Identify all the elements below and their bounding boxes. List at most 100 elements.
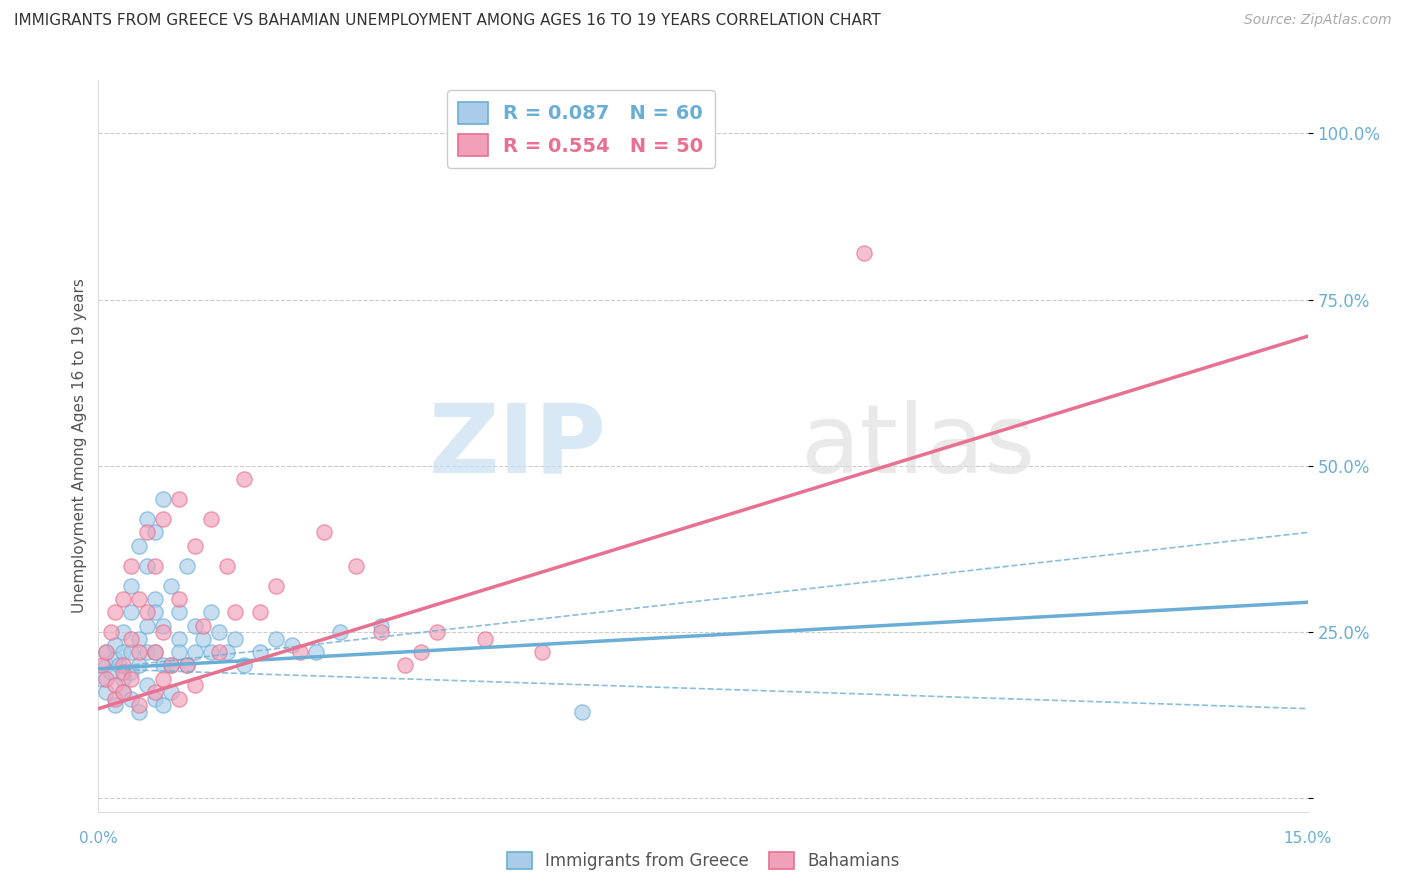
Point (152, 492, 174, 507)
Point (474, 632, 496, 646)
Point (103, 698, 125, 713)
Point (184, 678, 207, 692)
Point (167, 632, 190, 646)
Point (193, 618, 215, 632)
Point (111, 665, 134, 679)
Point (217, 645, 239, 659)
Point (571, 705, 593, 719)
Point (103, 605, 125, 619)
Point (107, 658, 129, 673)
Point (143, 691, 166, 706)
Point (120, 558, 142, 573)
Point (200, 605, 222, 619)
Point (152, 698, 174, 713)
Point (160, 579, 183, 593)
Point (96, 645, 118, 659)
Point (264, 632, 287, 646)
Point (120, 645, 142, 659)
Point (160, 658, 183, 673)
Point (193, 632, 215, 646)
Point (135, 618, 157, 632)
Point (91, 672, 114, 686)
Point (249, 605, 271, 619)
Point (103, 652, 125, 666)
Point (135, 512, 157, 526)
Point (314, 525, 336, 540)
Point (111, 685, 134, 699)
Point (143, 591, 166, 606)
Point (96, 658, 118, 673)
Point (135, 525, 157, 540)
Point (143, 645, 166, 659)
Text: IMMIGRANTS FROM GREECE VS BAHAMIAN UNEMPLOYMENT AMONG AGES 16 TO 19 YEARS CORREL: IMMIGRANTS FROM GREECE VS BAHAMIAN UNEMP… (14, 13, 880, 29)
Point (111, 591, 134, 606)
Point (128, 658, 150, 673)
Point (120, 632, 142, 646)
Point (96, 685, 118, 699)
Point (184, 539, 207, 553)
Point (143, 558, 166, 573)
Point (167, 691, 190, 706)
Point (103, 678, 125, 692)
Point (370, 618, 392, 632)
Point (128, 591, 150, 606)
Point (176, 558, 198, 573)
Point (152, 625, 174, 640)
Point (224, 632, 246, 646)
Point (184, 645, 207, 659)
Point (143, 685, 166, 699)
Point (111, 645, 134, 659)
Point (200, 512, 222, 526)
Point (143, 605, 166, 619)
Point (111, 658, 134, 673)
Point (329, 625, 352, 640)
Point (120, 605, 142, 619)
Point (530, 645, 553, 659)
Point (135, 558, 157, 573)
Point (100, 625, 122, 640)
Point (152, 618, 174, 632)
Point (128, 705, 150, 719)
Point (232, 658, 254, 673)
Point (91, 658, 114, 673)
Point (232, 472, 254, 486)
Point (224, 605, 246, 619)
Point (135, 678, 157, 692)
Point (426, 625, 449, 640)
Point (103, 639, 125, 653)
Text: atlas: atlas (800, 400, 1035, 492)
Point (394, 658, 416, 673)
Point (167, 591, 190, 606)
Point (305, 645, 328, 659)
Point (281, 639, 304, 653)
Point (409, 645, 432, 659)
Point (143, 645, 166, 659)
Point (217, 558, 239, 573)
Point (128, 539, 150, 553)
Point (120, 691, 142, 706)
Point (103, 691, 125, 706)
Point (135, 605, 157, 619)
Point (167, 605, 190, 619)
Point (208, 625, 231, 640)
Point (853, 246, 876, 260)
Point (200, 645, 222, 659)
Point (160, 658, 183, 673)
Point (111, 672, 134, 686)
Point (152, 672, 174, 686)
Point (288, 645, 311, 659)
Point (167, 645, 190, 659)
Point (128, 645, 150, 659)
Point (96, 672, 118, 686)
Point (111, 685, 134, 699)
Point (370, 625, 392, 640)
Point (176, 658, 198, 673)
Point (264, 579, 287, 593)
Point (128, 698, 150, 713)
Point (176, 658, 198, 673)
Point (184, 618, 207, 632)
Text: ZIP: ZIP (429, 400, 606, 492)
Point (143, 525, 166, 540)
Y-axis label: Unemployment Among Ages 16 to 19 years: Unemployment Among Ages 16 to 19 years (72, 278, 87, 614)
Point (344, 558, 367, 573)
